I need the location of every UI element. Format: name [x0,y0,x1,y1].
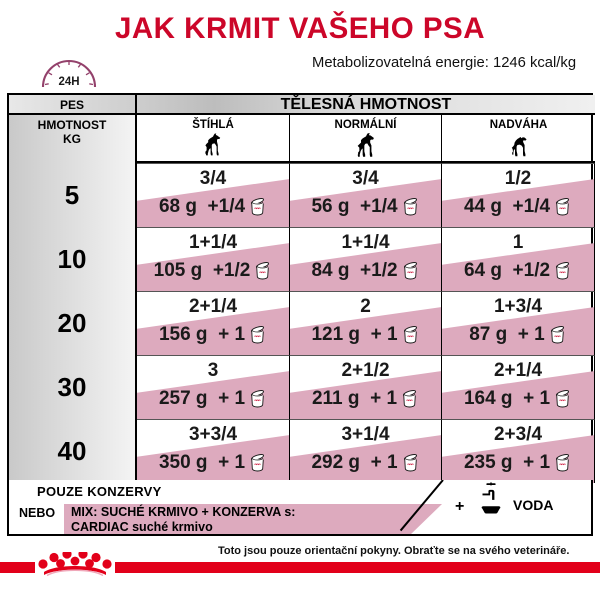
svg-text:24H: 24H [58,76,79,88]
